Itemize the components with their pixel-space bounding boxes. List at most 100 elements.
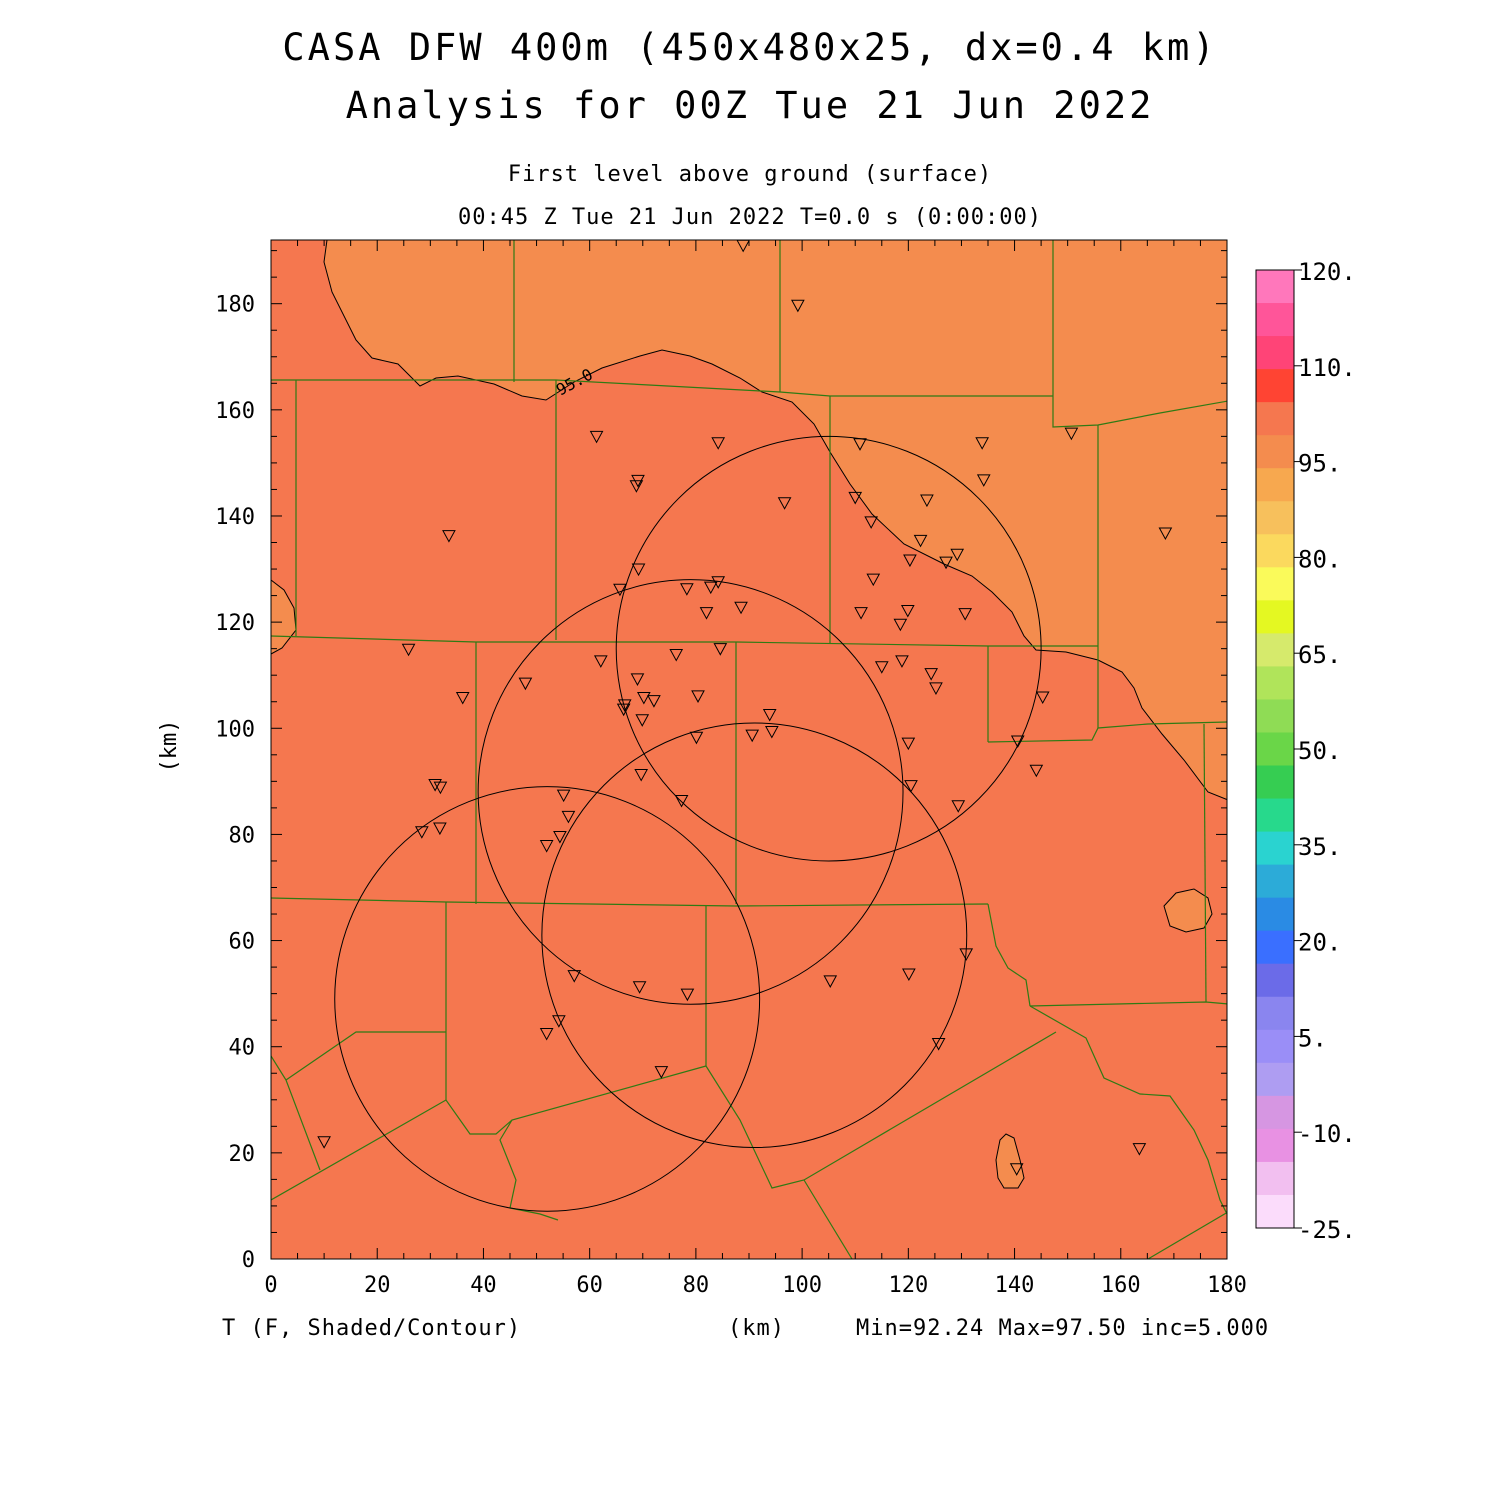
colorbar-swatch	[1256, 270, 1294, 304]
x-tick-label: 60	[576, 1273, 603, 1298]
station-marker	[1132, 1143, 1147, 1156]
station-marker	[895, 655, 909, 668]
variable-label: T (F, Shaded/Contour)	[222, 1316, 522, 1341]
station-marker	[680, 583, 694, 596]
y-axis-label: (km)	[157, 720, 182, 773]
colorbar-swatch	[1256, 732, 1294, 767]
station-marker	[654, 1066, 669, 1079]
station-marker	[1158, 527, 1173, 541]
colorbar-swatch	[1256, 765, 1294, 800]
station-marker	[674, 794, 689, 808]
colorbar-label: -25.	[1298, 1216, 1356, 1244]
colorbar-swatch	[1256, 1194, 1294, 1229]
station-marker	[414, 826, 429, 839]
x-tick-label: 80	[683, 1273, 710, 1298]
colorbar-label: 20.	[1298, 929, 1341, 957]
colorbar-swatch	[1256, 831, 1294, 866]
y-tick-label: 60	[229, 930, 256, 955]
station-marker	[959, 948, 974, 961]
x-tick-label: 180	[1207, 1273, 1247, 1298]
station-marker	[711, 437, 726, 450]
station-marker	[866, 573, 881, 587]
station-marker	[901, 737, 916, 751]
station-marker	[613, 583, 627, 597]
station-marker	[433, 822, 447, 836]
station-marker	[920, 494, 934, 508]
station-marker	[699, 607, 714, 620]
y-tick-label: 180	[215, 293, 255, 318]
station-marker	[929, 682, 943, 695]
colorbar-swatch	[1256, 963, 1294, 998]
station-marker	[433, 781, 448, 795]
y-tick-label: 40	[229, 1036, 256, 1061]
radar-ring-4	[615, 435, 1042, 862]
colorbar-swatch	[1256, 369, 1294, 403]
station-marker	[854, 607, 868, 620]
x-tick-label: 40	[470, 1273, 497, 1298]
colorbar-swatch	[1256, 534, 1294, 568]
station-marker	[711, 576, 726, 589]
y-tick-label: 100	[215, 717, 255, 742]
station-marker	[902, 968, 916, 982]
time-subtitle: 00:45 Z Tue 21 Jun 2022 T=0.0 s (0:00:00…	[457, 205, 1043, 230]
y-tick-label: 20	[229, 1142, 256, 1167]
colorbar-label: -10.	[1298, 1120, 1356, 1148]
station-marker	[634, 768, 649, 782]
x-tick-label: 100	[782, 1273, 822, 1298]
station-marker	[777, 497, 792, 510]
temperature-field	[271, 240, 1227, 1259]
colorbar-swatch	[1256, 996, 1294, 1031]
colorbar-swatch	[1256, 600, 1294, 634]
station-marker	[791, 299, 805, 313]
station-marker	[976, 474, 991, 487]
radar-ring-1	[334, 786, 761, 1212]
colorbar-swatch	[1256, 1161, 1294, 1196]
colorbar-swatch	[1256, 303, 1294, 337]
colorbar-label: 95.	[1298, 450, 1341, 478]
station-marker	[762, 708, 777, 722]
field-stats: Min=92.24 Max=97.50 inc=5.000	[856, 1316, 1270, 1341]
chart-title-line1: CASA DFW 400m (450x480x25, dx=0.4 km)	[282, 26, 1218, 69]
chart-title-line2: Analysis for 00Z Tue 21 Jun 2022	[345, 84, 1155, 127]
station-marker	[317, 1136, 331, 1149]
y-tick-labels: 0 20 40 60 80 100 120 140 160 180	[215, 293, 255, 1273]
colorbar-swatch	[1256, 501, 1294, 535]
station-marker	[539, 1027, 554, 1041]
station-marker	[713, 643, 728, 656]
station-marker	[616, 703, 631, 717]
station-marker	[1009, 1163, 1024, 1176]
radar-range-rings	[334, 435, 1042, 1212]
station-marker	[428, 779, 442, 792]
y-tick-label: 160	[215, 399, 255, 424]
x-tick-label: 0	[264, 1273, 277, 1298]
station-marker	[553, 831, 567, 844]
station-marker	[518, 677, 533, 691]
station-marker	[975, 437, 990, 450]
colorbar-label: 110.	[1298, 354, 1356, 382]
station-marker	[951, 800, 966, 813]
colorbar-swatch	[1256, 666, 1294, 700]
station-marker	[561, 810, 576, 824]
station-marker	[1010, 735, 1025, 749]
colorbar-swatch	[1256, 699, 1294, 733]
axis-ticks	[270, 240, 1228, 1260]
y-tick-label: 120	[215, 611, 255, 636]
station-marker	[913, 534, 928, 548]
station-marker	[703, 581, 718, 595]
station-marker	[893, 618, 908, 632]
station-marker	[864, 516, 878, 529]
station-marker	[617, 699, 632, 712]
station-marker	[632, 981, 647, 994]
station-marker	[1035, 691, 1050, 705]
station-marker	[904, 780, 918, 793]
station-marker	[589, 430, 604, 444]
station-marker	[900, 604, 915, 618]
station-marker	[567, 970, 582, 983]
station-marker	[764, 725, 779, 739]
colorbar-swatch	[1256, 1029, 1294, 1064]
station-marker	[848, 491, 863, 505]
station-marker	[691, 690, 705, 703]
colorbar-swatch	[1256, 897, 1294, 932]
station-marker	[931, 1038, 946, 1051]
